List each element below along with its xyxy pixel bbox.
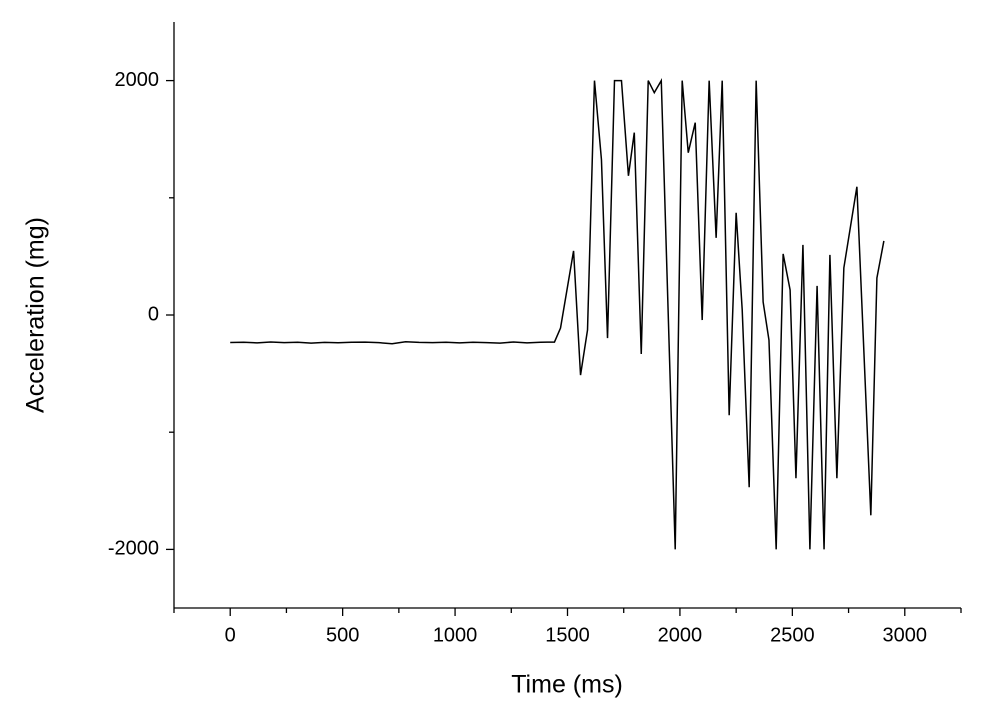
y-tick-label: -2000 bbox=[108, 538, 159, 560]
x-tick-label: 500 bbox=[326, 624, 359, 646]
y-axis-label: Acceleration (mg) bbox=[22, 217, 50, 413]
x-tick-label: 0 bbox=[225, 624, 236, 646]
x-tick-label: 2500 bbox=[770, 624, 815, 646]
x-tick-label: 2000 bbox=[658, 624, 703, 646]
y-tick-label: 0 bbox=[148, 303, 159, 325]
data-line bbox=[230, 77, 885, 550]
y-tick-label: 2000 bbox=[115, 69, 160, 91]
x-tick-label: 1000 bbox=[433, 624, 478, 646]
x-tick-label: 1500 bbox=[545, 624, 590, 646]
x-axis-label: Time (ms) bbox=[511, 671, 623, 699]
x-tick-label: 3000 bbox=[883, 624, 928, 646]
